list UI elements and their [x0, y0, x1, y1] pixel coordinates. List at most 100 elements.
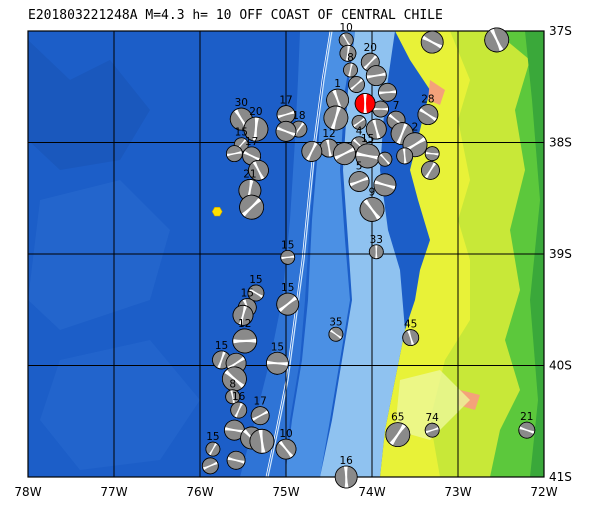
focal-mechanism-compression	[244, 200, 264, 220]
depth-label: 9	[369, 186, 376, 198]
focal-mechanism-outline	[378, 82, 397, 102]
focal-mechanism-compression	[255, 160, 269, 179]
focal-mechanism	[276, 105, 296, 125]
focal-mechanism-compression	[493, 27, 509, 50]
focal-mechanism	[232, 328, 258, 354]
latitude-label: 41S	[549, 470, 572, 484]
depth-label: 10	[340, 22, 353, 34]
focal-mechanism-compression	[409, 329, 419, 345]
focal-mechanism	[205, 441, 221, 457]
focal-mechanism-outline	[328, 326, 344, 342]
target-event-mechanism	[354, 93, 376, 114]
focal-mechanism-outline	[232, 304, 254, 326]
focal-mechanism-compression	[210, 443, 220, 457]
focal-mechanism-compression	[277, 105, 295, 116]
focal-mechanism	[301, 141, 323, 162]
focal-mechanism-compression	[308, 143, 322, 162]
depth-label: 15	[249, 274, 262, 286]
focal-mechanism-compression	[245, 298, 257, 316]
depth-label: 16	[340, 455, 354, 467]
depth-label: 5	[356, 161, 363, 173]
depth-label: 1	[334, 78, 341, 90]
depth-label: 65	[391, 412, 404, 424]
focal-mechanism-outline	[301, 141, 323, 162]
focal-mechanism-compression	[280, 257, 295, 265]
focal-mechanism-outline	[351, 115, 367, 130]
focal-mechanism	[348, 171, 370, 192]
focal-mechanism-compression	[242, 306, 254, 326]
longitude-label: 72W	[530, 485, 557, 499]
focal-mechanism-compression	[350, 179, 370, 192]
focal-mechanism-compression	[378, 92, 397, 102]
focal-mechanism-compression	[295, 123, 307, 138]
focal-mechanism-outline	[276, 292, 300, 316]
focal-mechanism-compression	[262, 429, 274, 453]
focal-mechanism	[230, 401, 248, 419]
focal-mechanism-outline	[275, 120, 297, 142]
depth-label: 12	[322, 128, 335, 140]
focal-mechanism	[223, 419, 245, 441]
latitude-label: 39S	[549, 247, 572, 261]
focal-mechanism-compression	[232, 305, 244, 325]
focal-mechanism-compression	[385, 422, 403, 444]
longitude-label: 73W	[444, 485, 471, 499]
depth-label: 15	[206, 431, 219, 443]
focal-mechanism-outline	[221, 366, 247, 392]
focal-mechanism-compression	[354, 119, 367, 130]
focal-mechanism	[424, 146, 440, 162]
focal-mechanism-outline	[417, 104, 439, 126]
focal-mechanism-compression	[484, 30, 500, 52]
focal-mechanism	[328, 326, 344, 342]
focal-mechanism	[339, 44, 357, 62]
focal-mechanism-compression	[225, 390, 233, 404]
target-event-mechanism-outline	[354, 93, 376, 114]
focal-mechanism	[348, 76, 365, 93]
focal-mechanism-outline	[323, 105, 349, 131]
focal-mechanism-compression	[425, 423, 439, 432]
focal-mechanism-outline	[339, 44, 357, 62]
focal-mechanism-compression	[244, 146, 261, 159]
focal-mechanism-compression	[417, 110, 436, 125]
focal-mechanism-compression	[232, 328, 257, 340]
latitude-label: 38S	[549, 136, 572, 150]
focal-mechanism-outline	[518, 421, 536, 439]
focal-mechanism-outline	[359, 196, 385, 222]
focal-mechanism-outline	[402, 329, 420, 347]
focal-mechanism	[225, 145, 243, 163]
focal-mechanism	[248, 159, 269, 181]
focal-mechanism	[221, 366, 247, 392]
focal-mechanism-compression	[392, 426, 410, 447]
focal-mechanism	[275, 120, 297, 142]
focal-mechanism	[365, 118, 387, 140]
focal-mechanism-compression	[369, 244, 376, 259]
focal-mechanism-compression	[343, 32, 354, 46]
focal-mechanism-compression	[361, 53, 376, 68]
focal-mechanism-compression	[350, 63, 358, 78]
focal-mechanism	[334, 465, 358, 489]
depth-label: 15	[281, 282, 294, 294]
depth-label: 21	[243, 168, 256, 180]
focal-mechanism	[276, 292, 300, 316]
trench-line	[267, 31, 333, 477]
focal-mechanism-outline	[205, 441, 221, 457]
focal-mechanism-compression	[343, 63, 351, 77]
focal-mechanism-compression	[375, 119, 387, 139]
focal-mechanism	[396, 147, 414, 165]
focal-mechanism	[518, 421, 536, 439]
focal-mechanism-compression	[426, 429, 440, 438]
focal-mechanism-outline	[334, 465, 358, 489]
ocean-ridge-shading	[28, 180, 170, 330]
focal-mechanism-compression	[230, 402, 241, 417]
focal-mechanism	[280, 249, 296, 265]
ocean-ridge-shading-2	[40, 340, 200, 470]
focal-mechanism-compression	[390, 111, 406, 125]
focal-mechanism-compression	[226, 153, 243, 162]
depth-label: 8	[347, 52, 354, 64]
focal-mechanism-outline	[230, 401, 248, 419]
focal-mechanism-compression	[266, 352, 289, 363]
focal-mechanism-compression	[203, 464, 219, 474]
depth-label: 28	[421, 94, 434, 106]
focal-mechanism-compression	[301, 141, 315, 160]
focal-mechanism-outline	[225, 145, 243, 163]
